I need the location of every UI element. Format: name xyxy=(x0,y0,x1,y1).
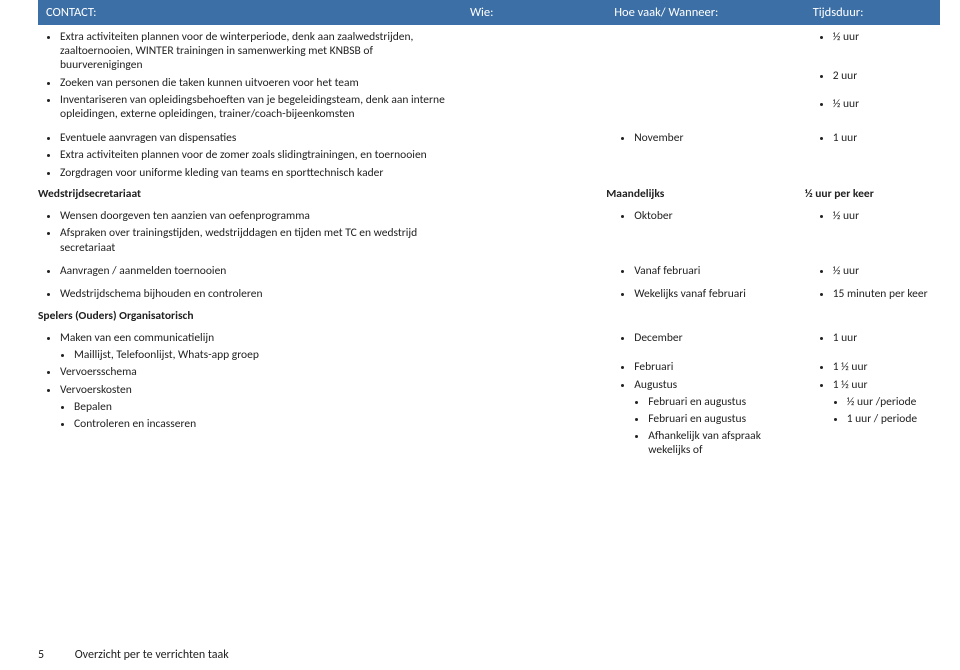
list-item: Februari xyxy=(634,359,798,376)
list-item: Zoeken van personen die taken kunnen uit… xyxy=(60,74,456,91)
list-item: ½ uur xyxy=(833,207,934,224)
section-spelers-title: Spelers (Ouders) Organisatorisch xyxy=(38,306,940,326)
list-item: Vervoersschema xyxy=(60,364,456,381)
list-item: Afhankelijk van afspraak wekelijks of xyxy=(648,427,798,458)
duration-list: ½ uur 2 uur ½ uur xyxy=(805,28,934,113)
list-item: 2 uur xyxy=(833,67,934,84)
list-item: Aanvragen / aanmelden toernooien xyxy=(60,263,456,280)
list-item: Wedstrijdschema bijhouden en controleren xyxy=(60,286,456,303)
list-item: 15 minuten per keer xyxy=(833,286,934,303)
header-wanneer: Hoe vaak/ Wanneer: xyxy=(606,1,804,25)
list-item: Zorgdragen voor uniforme kleding van tea… xyxy=(60,164,456,181)
list-item: ½ uur xyxy=(833,263,934,280)
list-item: Maken van een communicatielijn xyxy=(60,329,456,346)
list-item: Wekelijks vanaf februari xyxy=(634,286,798,303)
list-item: Extra activiteiten plannen voor de winte… xyxy=(60,28,456,74)
header-row: CONTACT: Wie: Hoe vaak/ Wanneer: Tijdsdu… xyxy=(38,0,940,25)
list-item: November xyxy=(634,129,798,146)
list-item: 1 uur xyxy=(833,329,934,346)
header-tijdsduur: Tijdsduur: xyxy=(805,1,940,25)
section-wedstrijd-title: Wedstrijdsecretariaat xyxy=(38,184,462,204)
list-item: ½ uur /periode xyxy=(847,393,934,410)
list-item: 1 ½ uur xyxy=(833,376,934,393)
list-item: Bepalen xyxy=(74,398,456,415)
page-number: 5 xyxy=(38,648,72,662)
list-item: Extra activiteiten plannen voor de zomer… xyxy=(60,147,456,164)
header-contact: CONTACT: xyxy=(38,1,462,25)
header-wie: Wie: xyxy=(462,1,606,25)
spelers-left: Maken van een communicatielijn xyxy=(38,329,456,346)
footer-title: Overzicht per te verrichten taak xyxy=(75,648,229,662)
list-item: Februari en augustus xyxy=(648,410,798,427)
list-item: ½ uur xyxy=(833,28,934,45)
list-dispensaties: Eventuele aanvragen van dispensaties Ext… xyxy=(38,129,456,181)
list-item: 1 uur / periode xyxy=(847,410,934,427)
list-item: Wensen doorgeven ten aanzien van oefenpr… xyxy=(60,207,456,224)
list-winter: Extra activiteiten plannen voor de winte… xyxy=(38,28,456,123)
list-item: December xyxy=(634,329,798,346)
list-item: Vervoerskosten xyxy=(60,381,456,398)
list-item: 1 ½ uur xyxy=(833,359,934,376)
list-item: Vanaf februari xyxy=(634,263,798,280)
list-item: ½ uur xyxy=(833,96,934,113)
list-item: Eventuele aanvragen van dispensaties xyxy=(60,129,456,146)
footer: 5 Overzicht per te verrichten taak xyxy=(38,648,229,662)
list-item: Maillijst, Telefoonlijst, Whats-app groe… xyxy=(74,347,456,364)
section-wedstrijd-dur: ½ uur per keer xyxy=(805,184,940,204)
list-item: Controleren en incasseren xyxy=(74,415,456,432)
list-item: Februari en augustus xyxy=(648,393,798,410)
list-item: Afspraken over trainingstijden, wedstrij… xyxy=(60,225,456,257)
list-item: Inventariseren van opleidingsbehoeften v… xyxy=(60,92,456,124)
content-table: Extra activiteiten plannen voor de winte… xyxy=(38,25,940,461)
list-item: Augustus xyxy=(634,376,798,393)
list-item: Oktober xyxy=(634,207,798,224)
section-wedstrijd-when: Maandelijks xyxy=(606,184,804,204)
list-item: 1 uur xyxy=(833,129,934,146)
